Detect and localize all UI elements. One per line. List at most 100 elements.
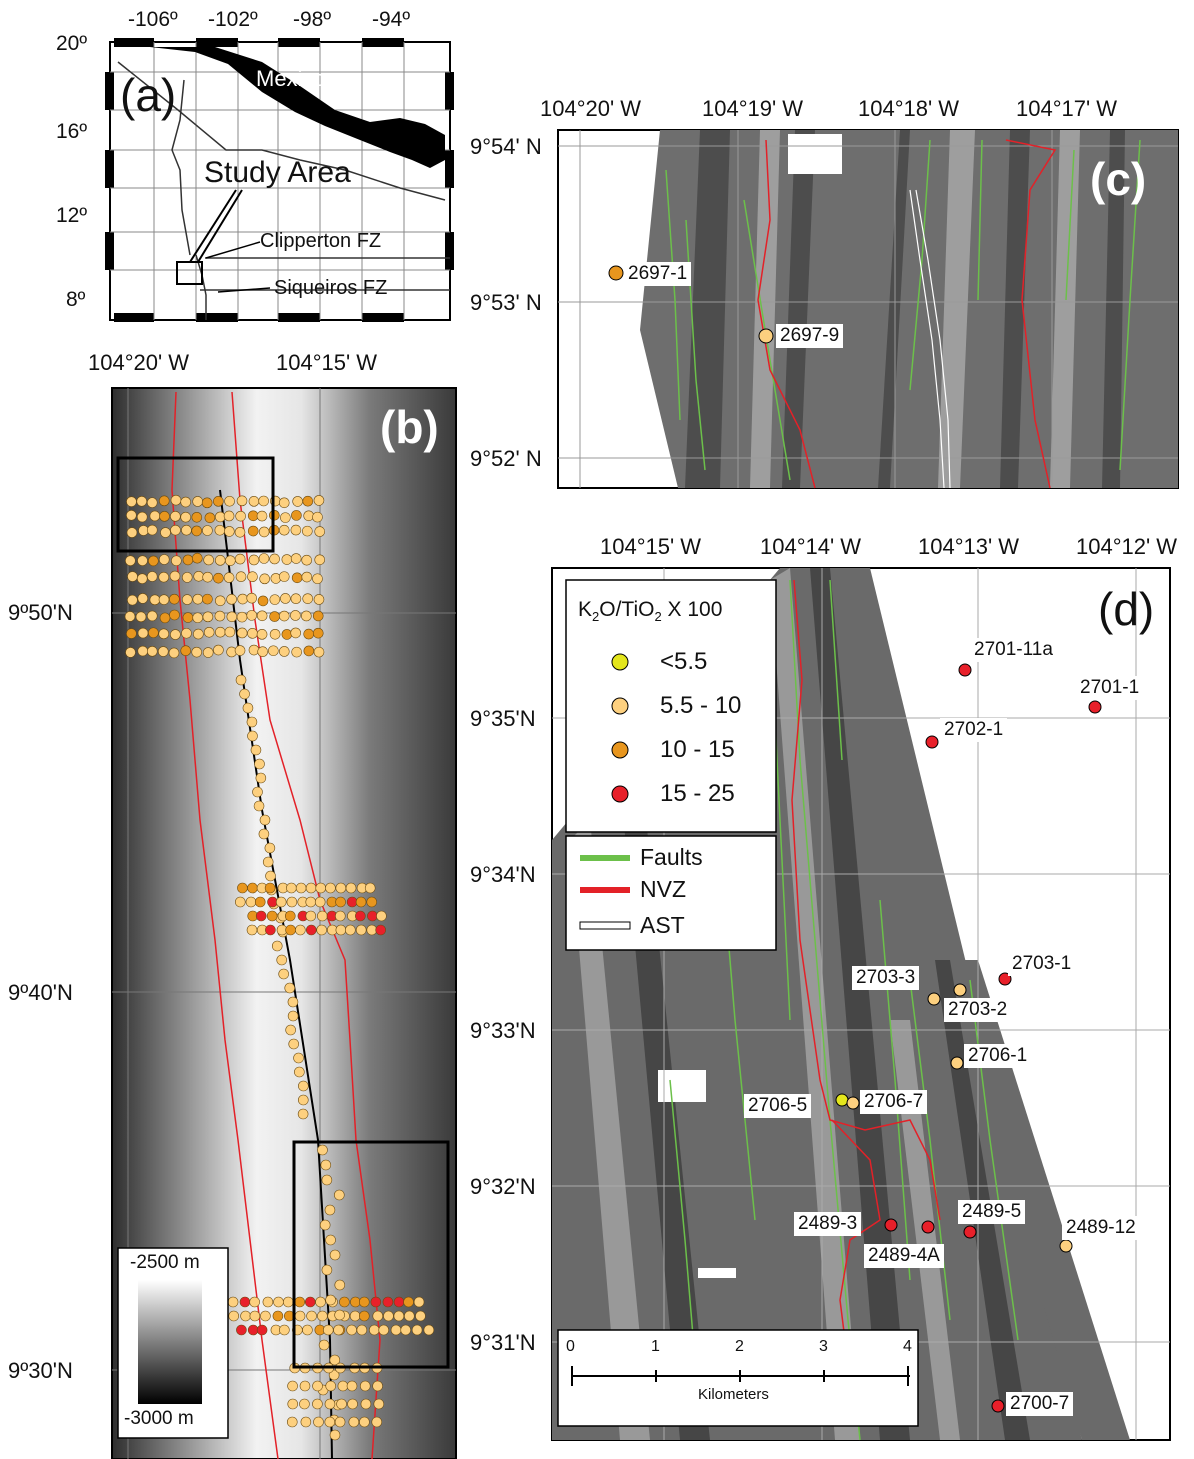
sample-dot — [181, 572, 193, 583]
sample-label-2701-11a: 2701-11a — [970, 638, 1057, 662]
sample-dot — [301, 571, 313, 583]
sample-dot — [193, 628, 204, 640]
lon-tick-a-1: -106º — [128, 8, 178, 31]
sample-dot — [317, 910, 328, 922]
sample-dot — [290, 627, 301, 639]
sample-dot — [371, 1416, 383, 1428]
sample-dot — [202, 611, 214, 623]
sample-dot — [257, 646, 268, 657]
sample-dot — [214, 610, 226, 622]
panel-b-svg — [111, 387, 457, 1459]
lat-tick-a-3: 12º — [56, 204, 88, 227]
sample-dot — [170, 524, 181, 536]
sample-dot — [295, 882, 307, 894]
sample-dot — [192, 496, 203, 507]
sample-label-2697-9: 2697-9 — [776, 324, 844, 348]
sample-label-2703-3: 2703-3 — [852, 966, 920, 990]
legend-class-1: <5.5 — [660, 648, 708, 675]
sample-dot — [149, 510, 161, 522]
sample-dot — [125, 555, 136, 566]
scale-unit: Kilometers — [698, 1386, 769, 1403]
sample-dot — [247, 730, 258, 742]
sample-dot — [257, 595, 269, 607]
sample-dot — [235, 571, 247, 582]
sample-dot — [214, 626, 226, 638]
sample-dot — [146, 610, 158, 622]
sample-dot — [278, 497, 290, 509]
sample-dot — [280, 512, 291, 523]
sample-dot — [287, 1380, 298, 1392]
sample-dot — [319, 1219, 331, 1231]
sample-dot — [158, 495, 170, 507]
sample-dot — [355, 896, 367, 908]
sample-dot — [335, 924, 347, 936]
sample-dot — [247, 882, 258, 894]
sample-dot — [248, 554, 260, 566]
sample-dot — [413, 1296, 425, 1308]
sample-dot — [303, 510, 314, 522]
sample-dot — [126, 628, 137, 639]
study-area-box — [176, 261, 203, 285]
panel-c-sidescan-map: 104°20' W 104°19' W 104°18' W 104°17' W — [470, 0, 1194, 510]
sample-dot — [294, 1296, 306, 1308]
sample-dot — [329, 1249, 341, 1261]
sample-dot — [259, 814, 271, 826]
sample-dot — [301, 610, 312, 622]
sample-2701-1-marker — [1088, 700, 1102, 714]
sample-dot — [302, 495, 314, 507]
sample-dot — [236, 611, 248, 623]
sample-dot — [290, 610, 301, 621]
sample-dot — [239, 688, 250, 700]
sample-dot — [317, 1144, 328, 1156]
sample-label-2489-3: 2489-3 — [794, 1212, 862, 1236]
sample-dot — [286, 896, 298, 908]
sample-dot — [286, 1416, 298, 1428]
lon-tick-a-3: -98º — [293, 8, 332, 31]
sample-dot — [168, 647, 180, 659]
sample-label-2700-7: 2700-7 — [1006, 1392, 1074, 1416]
sample-2489-5-marker — [963, 1225, 977, 1239]
sample-dot — [258, 495, 269, 507]
sample-dot — [224, 495, 235, 507]
sample-dot — [202, 571, 213, 583]
sample-label-2697-1: 2697-1 — [624, 262, 692, 286]
sample-dot — [349, 1310, 361, 1322]
sample-dot — [180, 511, 192, 523]
sample-dot — [291, 510, 302, 521]
legend-class-2: 5.5 - 10 — [660, 692, 742, 719]
sample-dot — [393, 1310, 405, 1322]
sample-dot — [333, 1324, 344, 1336]
sample-dot — [282, 1296, 294, 1308]
sample-dot — [295, 924, 306, 936]
sample-dot — [201, 497, 213, 509]
sample-dot — [181, 594, 193, 605]
sample-dot — [284, 910, 296, 922]
sample-dot — [313, 594, 325, 605]
sample-dot — [290, 553, 302, 564]
sample-dot — [312, 610, 324, 622]
sample-2700-7-marker — [991, 1399, 1005, 1413]
sample-dot — [346, 1380, 358, 1392]
scale-tick-0: 0 — [566, 1338, 575, 1355]
sample-dot — [299, 1398, 310, 1410]
lon-tick-b-2: 104°15' W — [276, 350, 378, 375]
sample-dot — [236, 627, 248, 639]
sample-dot — [355, 924, 367, 936]
lat-tick-a-1: 20º — [56, 32, 88, 55]
sample-dot — [253, 800, 265, 812]
sample-dot — [415, 1310, 426, 1322]
sample-dot — [321, 1174, 333, 1186]
sample-dot — [248, 496, 260, 507]
sample-dot — [192, 552, 203, 564]
sample-dot — [149, 594, 161, 606]
sample-label-2703-2: 2703-2 — [944, 998, 1012, 1022]
sample-dot — [333, 1189, 345, 1201]
sample-dot — [224, 626, 236, 638]
sample-dot — [269, 628, 281, 640]
sample-dot — [137, 627, 149, 639]
sample-dot — [325, 1380, 337, 1392]
sample-dot — [246, 592, 258, 604]
sample-dot — [287, 996, 299, 1008]
sample-dot — [303, 645, 315, 657]
sample-dot — [298, 1080, 309, 1092]
